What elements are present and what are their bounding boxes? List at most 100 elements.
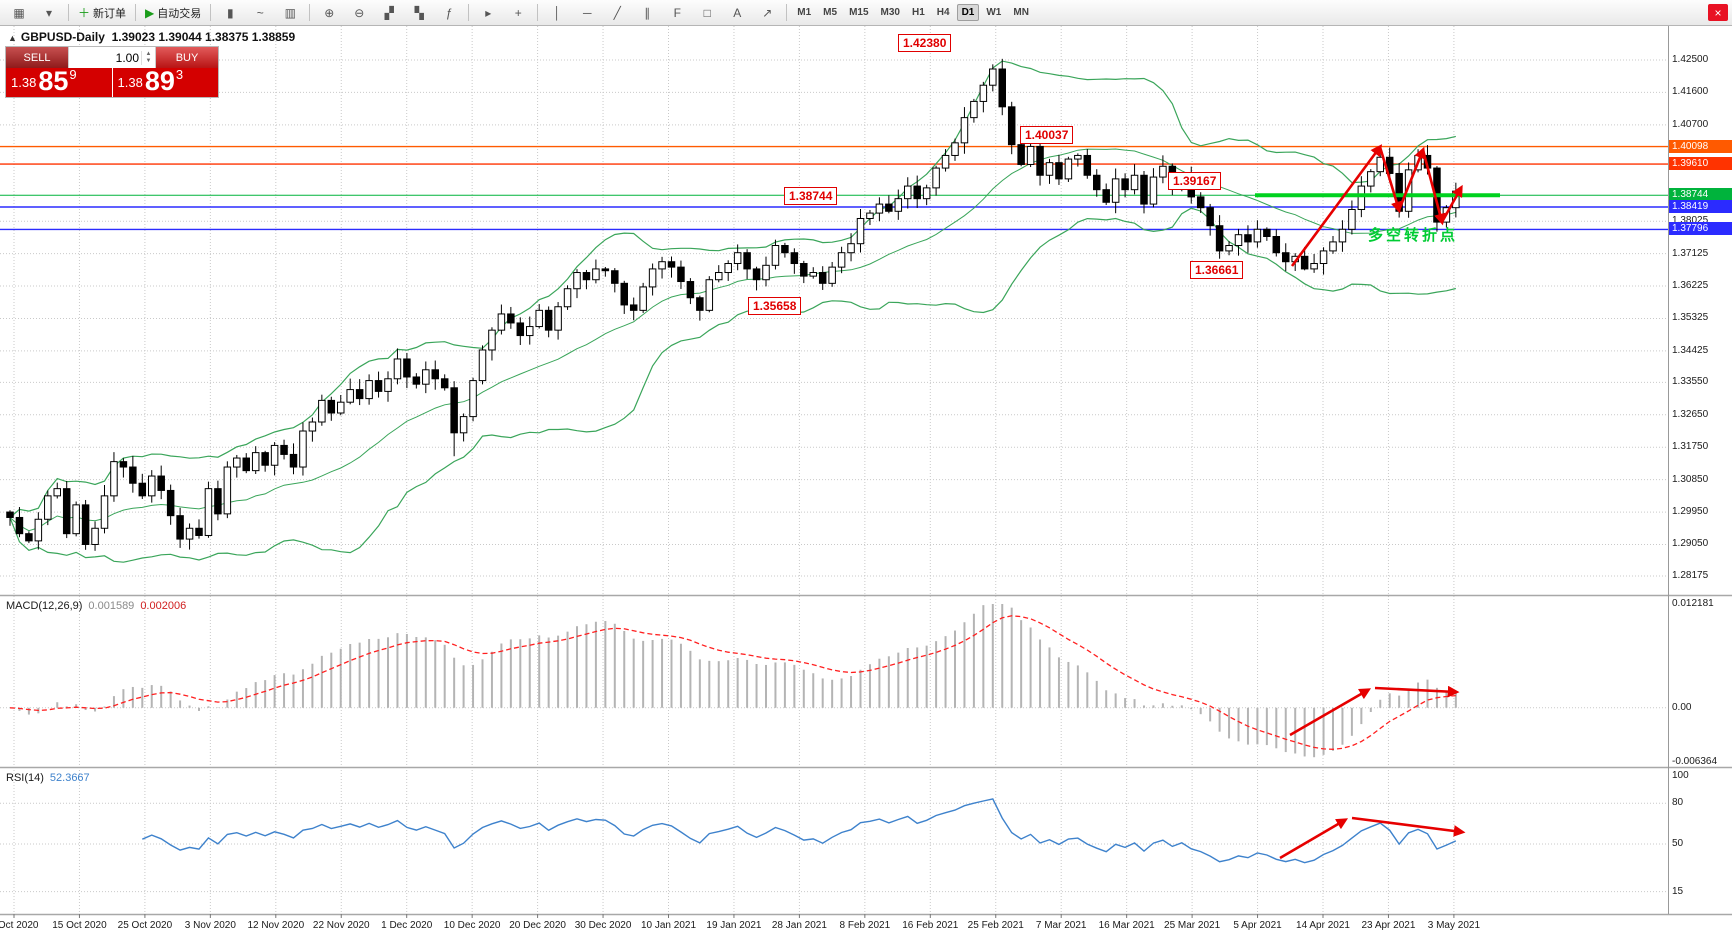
new-chart-icon[interactable]: ▦	[5, 2, 33, 24]
macd-signal-line	[9, 615, 1456, 750]
one-click-collapse-icon[interactable]: ▲	[8, 33, 17, 43]
rsi-axis-label: 100	[1672, 770, 1689, 781]
date-axis-label: 5 Apr 2021	[1233, 920, 1282, 931]
channel-icon: ∥	[644, 5, 651, 20]
sell-button[interactable]: SELL	[6, 47, 68, 68]
autotrading-button-label: 自动交易	[157, 7, 202, 20]
toolbar-separator	[786, 4, 788, 21]
timeframe-button-w1[interactable]: W1	[986, 7, 1002, 18]
channel-icon[interactable]: ∥	[633, 2, 661, 24]
timeframe-button-h1[interactable]: H1	[911, 7, 925, 18]
buy-price-big: 89	[144, 66, 175, 96]
toolbar-separator	[210, 4, 212, 21]
timeframe-button-m30[interactable]: M30	[880, 7, 900, 18]
zoom-in-icon[interactable]: ⊕	[315, 2, 343, 24]
cursor-icon[interactable]: ▸	[474, 2, 502, 24]
zoom-out-icon[interactable]: ⊖	[345, 2, 373, 24]
new-order-button[interactable]: ＋新订单	[74, 2, 130, 24]
spinner-up-icon[interactable]: ▲	[145, 50, 152, 57]
volume-input[interactable]	[69, 49, 141, 66]
shapes-icon: □	[703, 5, 711, 20]
toolbar-separator	[537, 4, 539, 21]
macd-value-main: 0.001589	[88, 600, 135, 612]
gridlines	[0, 26, 1668, 914]
arrow-tool-icon: ↗	[762, 5, 773, 20]
timeframe-button-m1[interactable]: M1	[797, 7, 812, 18]
timeframe-button-h4[interactable]: H4	[936, 7, 950, 18]
autotrading-button[interactable]: ▶ 自动交易	[141, 2, 205, 24]
price-callout-label[interactable]: 1.40037	[1020, 126, 1074, 144]
tile-windows-icon: ▞	[384, 5, 394, 20]
date-axis-label: 19 Jan 2021	[706, 920, 762, 931]
price-callout-label[interactable]: 1.36661	[1190, 261, 1244, 279]
date-axis-label: 25 Feb 2021	[967, 920, 1024, 931]
price-axis-tag: 1.37796	[1669, 222, 1732, 236]
date-axis-label: 16 Feb 2021	[902, 920, 959, 931]
timeframe-button-m15[interactable]: M15	[849, 7, 869, 18]
tile-windows-icon[interactable]: ▞	[375, 2, 403, 24]
price-callout-label[interactable]: 1.35658	[748, 297, 802, 315]
rsi-axis-label: 80	[1672, 797, 1684, 809]
arrow-tool-icon[interactable]: ↗	[753, 2, 781, 24]
cascade-windows-icon[interactable]: ▚	[405, 2, 433, 24]
fibonacci-icon[interactable]: F	[663, 2, 691, 24]
date-axis-label: 5 Oct 2020	[0, 920, 39, 931]
buy-price-display[interactable]: 1.38 89 3	[112, 66, 218, 97]
cascade-windows-icon: ▚	[414, 5, 424, 20]
indicators-icon[interactable]: ƒ	[435, 2, 463, 24]
trendline-icon: ╱	[613, 5, 621, 20]
price-axis-label: 1.33550	[1672, 376, 1709, 388]
candlestick-chart-icon[interactable]: ▮	[216, 2, 244, 24]
buy-button[interactable]: BUY	[156, 47, 218, 68]
price-axis-label: 1.28175	[1672, 570, 1709, 581]
bar-chart-icon[interactable]: ▥	[276, 2, 304, 24]
crosshair-icon[interactable]: +	[504, 2, 532, 24]
date-axis-label: 22 Nov 2020	[312, 920, 370, 931]
profile-dropdown-icon[interactable]: ▾	[35, 2, 63, 24]
price-axis-label: 1.35325	[1672, 312, 1709, 324]
date-axis-label: 20 Dec 2020	[509, 920, 566, 931]
zoom-in-icon: ⊕	[324, 5, 335, 20]
date-axis-label: 25 Mar 2021	[1164, 920, 1221, 931]
price-callout-label[interactable]: 1.39167	[1168, 172, 1222, 190]
sell-price-display[interactable]: 1.38 85 9	[6, 67, 112, 97]
panel-dividers[interactable]	[0, 594, 1732, 916]
timeframe-button-m5[interactable]: M5	[823, 7, 838, 18]
rsi-value: 52.3667	[49, 772, 90, 784]
price-axis-label: 1.38025	[1672, 215, 1709, 227]
price-axis-label: 1.34425	[1672, 344, 1709, 356]
toolbar-separator	[68, 4, 69, 21]
volume-spinner[interactable]: ▲ ▼	[141, 50, 155, 65]
date-axis-label: 10 Jan 2021	[640, 920, 697, 931]
price-axis-label: 1.40700	[1672, 118, 1709, 130]
vertical-line-icon[interactable]: │	[543, 2, 571, 24]
price-trend-arrows[interactable]	[1290, 144, 1463, 267]
text-tool-icon[interactable]: A	[723, 2, 751, 24]
vertical-line-icon: │	[553, 5, 562, 20]
price-axis-label: 1.31750	[1672, 441, 1709, 453]
date-axis-label: 12 Nov 2020	[247, 920, 305, 931]
price-callout-label[interactable]: 1.42380	[898, 34, 952, 52]
sell-price-main: 1.38	[11, 74, 37, 90]
cursor-icon: ▸	[485, 5, 492, 20]
profile-dropdown-icon: ▾	[45, 5, 53, 20]
trendline-icon[interactable]: ╱	[603, 2, 631, 24]
line-chart-icon: ~	[256, 5, 264, 20]
indicators-icon: ƒ	[445, 5, 453, 20]
shapes-icon[interactable]: □	[693, 2, 721, 24]
macd-trend-arrows[interactable]	[1289, 685, 1460, 737]
horizontal-line-icon[interactable]: ─	[573, 2, 601, 24]
timeframe-button-mn[interactable]: MN	[1013, 7, 1029, 18]
rsi-trend-arrows[interactable]	[1279, 816, 1466, 860]
price-axis-label: 1.42500	[1672, 54, 1709, 65]
text-tool-icon: A	[733, 5, 742, 20]
timeframe-button-d1[interactable]: D1	[956, 4, 980, 21]
crosshair-icon: +	[514, 5, 522, 20]
spinner-down-icon[interactable]: ▼	[145, 57, 152, 64]
line-chart-icon[interactable]: ~	[246, 2, 274, 24]
bull-bear-turning-point-note: 多空转折点	[1368, 227, 1459, 244]
price-callout-label[interactable]: 1.38744	[784, 187, 838, 205]
toolbar-separator	[135, 4, 137, 21]
toolbar-close-button[interactable]: ×	[1708, 4, 1728, 21]
